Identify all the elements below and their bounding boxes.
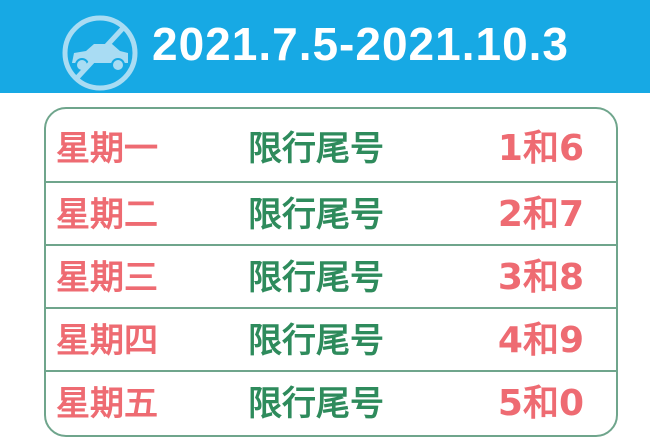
weekday: 星期三: [56, 258, 158, 298]
restriction-label: 限行尾号: [248, 384, 384, 424]
weekday: 星期四: [56, 321, 158, 361]
date-range-title: 2021.7.5-2021.10.3: [152, 18, 570, 70]
restriction-label: 限行尾号: [248, 321, 384, 361]
plate-numbers: 3和8: [497, 257, 584, 298]
restriction-label: 限行尾号: [248, 258, 384, 298]
restriction-label: 限行尾号: [248, 129, 384, 169]
plate-numbers: 4和9: [497, 320, 584, 361]
table-row: 星期四 限行尾号 4和9: [46, 309, 616, 372]
table-row: 星期二 限行尾号 2和7: [46, 183, 616, 246]
table-row: 星期三 限行尾号 3和8: [46, 246, 616, 309]
table-row: 星期五 限行尾号 5和0: [46, 372, 616, 435]
plate-numbers: 5和0: [497, 383, 584, 424]
restriction-table: 星期一 限行尾号 1和6 星期二 限行尾号 2和7 星期三 限行尾号 3和8 星…: [44, 107, 618, 437]
no-car-icon: [62, 15, 138, 91]
restriction-label: 限行尾号: [248, 195, 384, 235]
header-banner: 2021.7.5-2021.10.3: [0, 0, 650, 93]
weekday: 星期一: [56, 129, 158, 169]
weekday: 星期五: [56, 384, 158, 424]
weekday: 星期二: [56, 195, 158, 235]
table-row: 星期一 限行尾号 1和6: [46, 109, 616, 183]
plate-numbers: 2和7: [497, 194, 584, 235]
plate-numbers: 1和6: [497, 128, 584, 169]
